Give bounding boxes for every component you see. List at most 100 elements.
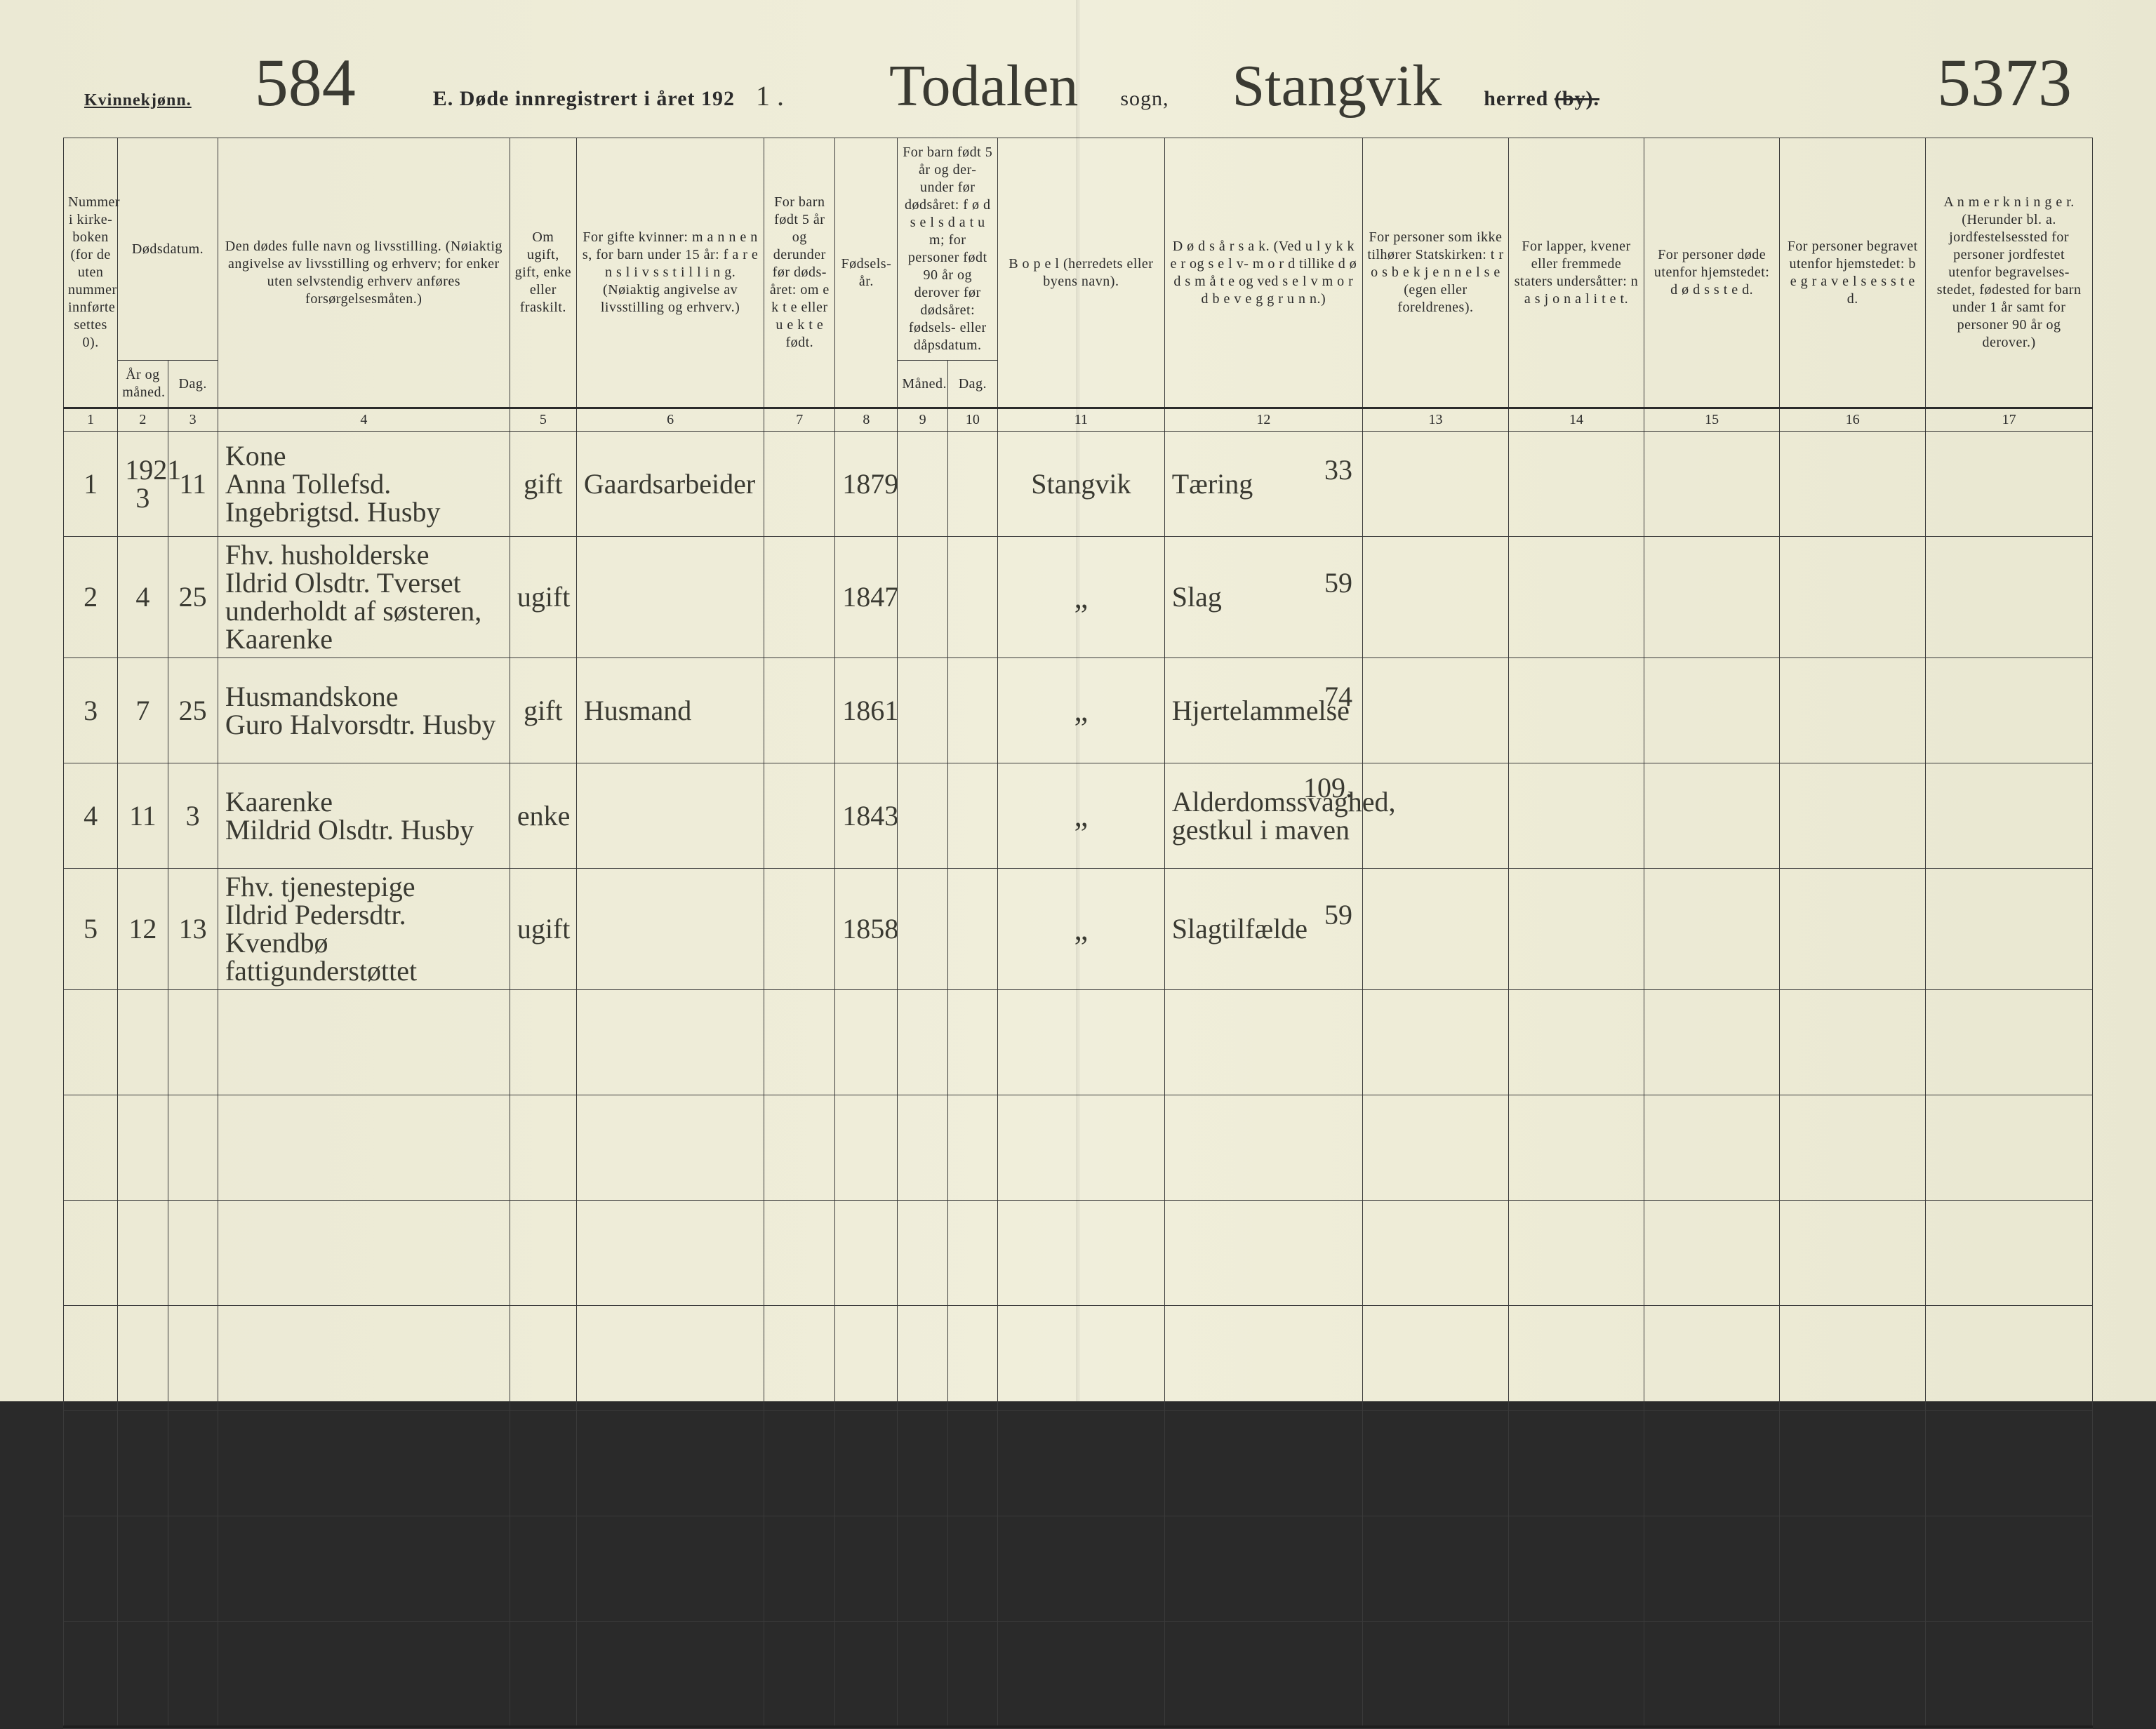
table-cell bbox=[947, 869, 997, 990]
table-cell bbox=[1780, 432, 1926, 537]
handwritten-text: 3 bbox=[84, 695, 98, 726]
ditto-mark: „ bbox=[1074, 912, 1089, 947]
table-row-empty bbox=[64, 1306, 2093, 1411]
table-cell bbox=[764, 658, 835, 763]
table-cell bbox=[898, 658, 947, 763]
table-cell bbox=[947, 990, 997, 1095]
table-cell: 1 bbox=[64, 432, 118, 537]
table-cell bbox=[1926, 1095, 2093, 1201]
table-cell: 1843 bbox=[835, 763, 898, 869]
colnum: 11 bbox=[998, 408, 1165, 432]
table-cell bbox=[898, 763, 947, 869]
table-cell bbox=[168, 990, 218, 1095]
table-cell: gift bbox=[510, 432, 576, 537]
bottom-rule bbox=[64, 1727, 2093, 1729]
table-cell bbox=[1780, 1411, 1926, 1516]
table-cell bbox=[576, 763, 764, 869]
table-cell: 1858 bbox=[835, 869, 898, 990]
table-cell bbox=[1926, 990, 2093, 1095]
table-cell: Kaarenke Mildrid Olsdtr. Husby bbox=[218, 763, 510, 869]
table-cell bbox=[898, 869, 947, 990]
table-cell bbox=[1644, 1306, 1780, 1411]
table-cell: 1847 bbox=[835, 537, 898, 658]
colnum: 5 bbox=[510, 408, 576, 432]
table-cell: 1921 3 bbox=[118, 432, 168, 537]
table-cell bbox=[1644, 432, 1780, 537]
table-cell bbox=[1644, 1516, 1780, 1622]
table-cell bbox=[764, 1516, 835, 1622]
page-header: Kvinnekjønn. 584 E. Døde innregistrert i… bbox=[63, 42, 2093, 138]
table-cell bbox=[1164, 1201, 1362, 1306]
table-cell bbox=[1362, 1622, 1508, 1727]
table-cell bbox=[168, 1095, 218, 1201]
table-cell bbox=[576, 1306, 764, 1411]
table-body: 11921 3 11 Kone Anna Tollefsd. Ingebrigtsd… bbox=[64, 432, 2093, 1727]
table-cell bbox=[835, 1411, 898, 1516]
table-cell bbox=[1362, 1306, 1508, 1411]
table-row-empty bbox=[64, 1516, 2093, 1622]
table-cell bbox=[835, 1095, 898, 1201]
table-cell bbox=[1926, 537, 2093, 658]
table-cell: 3 bbox=[168, 763, 218, 869]
table-cell bbox=[168, 1201, 218, 1306]
col-header: For gifte kvinner: m a n n e n s, for ba… bbox=[576, 138, 764, 408]
table-cell bbox=[510, 1516, 576, 1622]
table-cell: Fhv. tjenestepige Ildrid Pedersdtr. Kven… bbox=[218, 869, 510, 990]
table-cell bbox=[1508, 658, 1644, 763]
table-cell bbox=[1164, 1516, 1362, 1622]
table-cell bbox=[1926, 1411, 2093, 1516]
colnum: 16 bbox=[1780, 408, 1926, 432]
colnum: 6 bbox=[576, 408, 764, 432]
handwritten-text: 59 bbox=[1324, 569, 1352, 597]
table-cell bbox=[898, 432, 947, 537]
table-cell: gift bbox=[510, 658, 576, 763]
colnum: 13 bbox=[1362, 408, 1508, 432]
table-cell bbox=[118, 990, 168, 1095]
table-cell bbox=[998, 1622, 1165, 1727]
table-cell bbox=[764, 537, 835, 658]
table-cell bbox=[998, 1201, 1165, 1306]
handwritten-text: Hjertelammelse bbox=[1172, 695, 1350, 726]
table-cell bbox=[1508, 869, 1644, 990]
handwritten-text: 1847 bbox=[842, 581, 898, 613]
table-row: 11921 3 11 Kone Anna Tollefsd. Ingebrigtsd… bbox=[64, 432, 2093, 537]
table-row: 4113Kaarenke Mildrid Olsdtr. Husbyenke18… bbox=[64, 763, 2093, 869]
table-cell bbox=[510, 1411, 576, 1516]
table-cell bbox=[998, 1411, 1165, 1516]
handwritten-text: 7 bbox=[135, 695, 149, 726]
handwritten-text: 1861 bbox=[842, 695, 898, 726]
table-cell bbox=[218, 1201, 510, 1306]
handwritten-text: Husmandskone Guro Halvorsdtr. Husby bbox=[225, 681, 496, 740]
table-cell: 2 bbox=[64, 537, 118, 658]
table-cell: ugift bbox=[510, 537, 576, 658]
handwritten-text: Kone Anna Tollefsd. Ingebrigtsd. Husby bbox=[225, 440, 441, 528]
table-cell bbox=[218, 1516, 510, 1622]
handwritten-text: 11 bbox=[179, 468, 206, 500]
table-cell bbox=[998, 990, 1165, 1095]
table-cell bbox=[998, 1095, 1165, 1201]
table-cell bbox=[898, 1622, 947, 1727]
handwritten-text: 33 bbox=[1324, 456, 1352, 484]
table-cell bbox=[118, 1622, 168, 1727]
table-cell bbox=[1926, 869, 2093, 990]
parish-name: Todalen bbox=[889, 57, 1078, 116]
table-cell bbox=[898, 537, 947, 658]
table-cell bbox=[898, 1411, 947, 1516]
ledger-page: Kvinnekjønn. 584 E. Døde innregistrert i… bbox=[0, 0, 2156, 1401]
col-header: For personer døde utenfor hjemstedet: d … bbox=[1644, 138, 1780, 408]
table-cell: 1879 bbox=[835, 432, 898, 537]
table-row: 3725Husmandskone Guro Halvorsdtr. Husbyg… bbox=[64, 658, 2093, 763]
table-cell bbox=[64, 1622, 118, 1727]
table-cell bbox=[576, 1201, 764, 1306]
section-label: E. Døde innregistrert i året 192 bbox=[433, 87, 735, 111]
table-cell bbox=[1780, 1201, 1926, 1306]
table-cell bbox=[1780, 1306, 1926, 1411]
page-number-right: 5373 bbox=[1937, 49, 2072, 116]
table-cell bbox=[1508, 1095, 1644, 1201]
table-cell bbox=[898, 1095, 947, 1201]
table-cell bbox=[218, 1411, 510, 1516]
table-cell bbox=[1926, 1516, 2093, 1622]
table-cell: 11 bbox=[118, 763, 168, 869]
handwritten-text: 1843 bbox=[842, 800, 898, 832]
colnum: 10 bbox=[947, 408, 997, 432]
